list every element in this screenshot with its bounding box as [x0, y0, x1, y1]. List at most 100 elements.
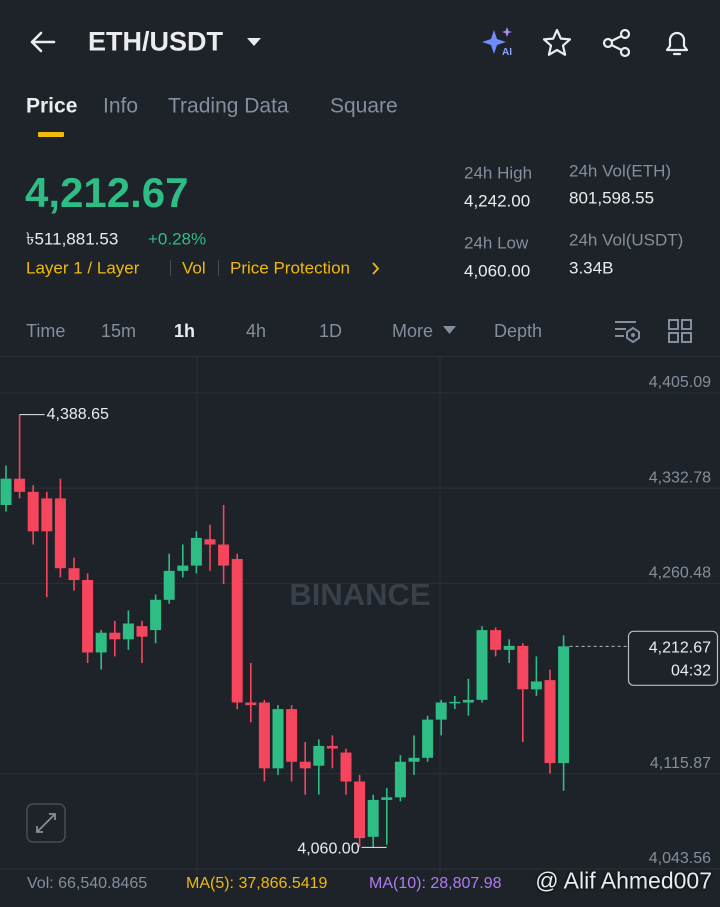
interval[interactable]: More — [392, 321, 434, 341]
ai-button[interactable]: AI — [482, 26, 516, 58]
interval[interactable]: Time — [26, 321, 66, 341]
candle-body — [435, 702, 447, 720]
candle-body — [462, 699, 474, 703]
ma5-indicator: MA(5): 37,866.5419 — [186, 875, 328, 892]
candle-body — [354, 781, 366, 839]
candle-body — [109, 632, 121, 640]
candle-body — [490, 630, 502, 650]
candle-body — [286, 709, 298, 762]
candle-body — [476, 630, 488, 700]
back-button[interactable] — [28, 30, 56, 54]
tab[interactable]: Trading Data — [168, 94, 289, 118]
candle-body — [422, 719, 434, 758]
alert-button[interactable] — [662, 27, 692, 59]
candle-body — [367, 799, 379, 837]
stat-label: 24h Vol(USDT) — [569, 230, 684, 250]
svg-text:AI: AI — [502, 47, 512, 58]
candle-body — [68, 568, 80, 581]
candle-body — [14, 478, 26, 492]
y-tick-label: 4,115.87 — [650, 755, 711, 772]
candle-body — [41, 498, 53, 532]
candle-body — [190, 537, 202, 566]
last-price: 4,212.67 — [25, 169, 189, 216]
tab[interactable]: Square — [330, 94, 398, 118]
y-tick-label: 4,043.56 — [649, 850, 711, 867]
candle-body — [381, 797, 393, 800]
chart-watermark: BINANCE — [289, 577, 430, 612]
candle-body — [122, 623, 134, 640]
separator — [170, 260, 171, 276]
candle-body — [150, 599, 162, 631]
stat-value: 3.34B — [569, 258, 614, 278]
y-tick-label: 4,332.78 — [649, 469, 711, 486]
tab-indicator — [38, 132, 64, 137]
stat-value: 4,060.00 — [464, 261, 531, 281]
local-price: ৳511,881.53 — [26, 229, 119, 249]
candle-body — [558, 646, 570, 764]
candle-body — [0, 478, 12, 505]
stat-label: 24h High — [464, 163, 533, 183]
candle-body — [517, 645, 529, 690]
favorite-button[interactable] — [542, 28, 572, 58]
interval[interactable]: 4h — [246, 321, 267, 341]
candle-body — [136, 626, 148, 637]
chevron — [372, 262, 380, 275]
candle-body — [204, 539, 216, 545]
candle-body — [394, 761, 406, 798]
interval[interactable]: 1D — [319, 321, 343, 341]
stat-value: 4,242.00 — [464, 191, 531, 211]
candle-body — [530, 681, 542, 690]
candle-body — [177, 565, 189, 571]
stat-label: 24h Low — [464, 233, 529, 253]
candle-body — [299, 761, 311, 769]
pair-dropdown[interactable] — [246, 37, 262, 47]
separator — [218, 260, 219, 276]
tab[interactable]: Info — [103, 94, 139, 118]
candle-body — [272, 709, 284, 769]
candle-body — [231, 558, 243, 703]
stat-value: 801,598.55 — [569, 188, 655, 208]
indicator-settings[interactable] — [614, 319, 642, 343]
candle-body — [326, 745, 338, 749]
candle-body — [340, 752, 352, 782]
price-box — [627, 630, 719, 686]
share-button[interactable] — [602, 28, 632, 58]
candle-body — [218, 544, 230, 566]
pair-title[interactable]: ETH/USDT — [88, 26, 223, 57]
volume-indicator: Vol: 66,540.8465 — [27, 875, 148, 892]
tag[interactable]: Price Protection — [230, 258, 350, 278]
interval[interactable]: Depth — [494, 321, 543, 341]
candle-body — [54, 498, 66, 569]
price-change: +0.28% — [148, 229, 207, 249]
candle-body — [27, 491, 39, 532]
candle-body — [258, 702, 270, 769]
candle-body — [449, 701, 461, 704]
plot: 4,405.09 4,332.78 4,260.48 4,115.87 4,043.56… — [0, 374, 720, 870]
price-box-label: 4,212.67 — [649, 640, 711, 657]
y-tick-label: 4,405.09 — [649, 374, 711, 391]
more-dropdown — [443, 326, 456, 334]
candle-body — [82, 580, 94, 653]
ma10-indicator: MA(10): 28,807.98 — [369, 875, 502, 892]
tab[interactable]: Price — [26, 94, 78, 118]
candle-body — [245, 702, 257, 706]
candle-body — [163, 570, 175, 600]
candle-body — [544, 680, 556, 764]
countdown-label: 04:32 — [671, 663, 711, 680]
stat-label: 24h Vol(ETH) — [569, 161, 672, 181]
y-tick-label: 4,260.48 — [649, 565, 711, 582]
extreme-label: 4,060.00 — [297, 841, 359, 858]
interval[interactable]: 1h — [174, 321, 196, 341]
tag[interactable]: Vol — [182, 258, 206, 278]
extreme-label: 4,388.65 — [47, 406, 109, 423]
interval[interactable]: 15m — [101, 321, 137, 341]
candle-body — [313, 745, 325, 766]
tag[interactable]: Layer 1 / Layer — [26, 258, 140, 278]
candle-body — [408, 757, 420, 762]
expand-button[interactable] — [26, 803, 66, 843]
layout-button[interactable] — [668, 319, 692, 343]
user-watermark: @ Alif Ahmed007 — [535, 867, 712, 894]
